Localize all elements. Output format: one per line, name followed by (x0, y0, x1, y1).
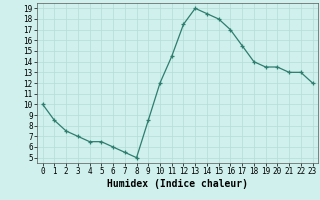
X-axis label: Humidex (Indice chaleur): Humidex (Indice chaleur) (107, 179, 248, 189)
